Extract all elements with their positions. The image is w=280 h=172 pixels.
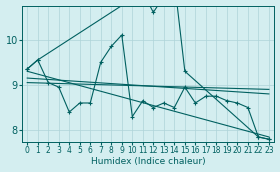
X-axis label: Humidex (Indice chaleur): Humidex (Indice chaleur) — [91, 157, 205, 166]
